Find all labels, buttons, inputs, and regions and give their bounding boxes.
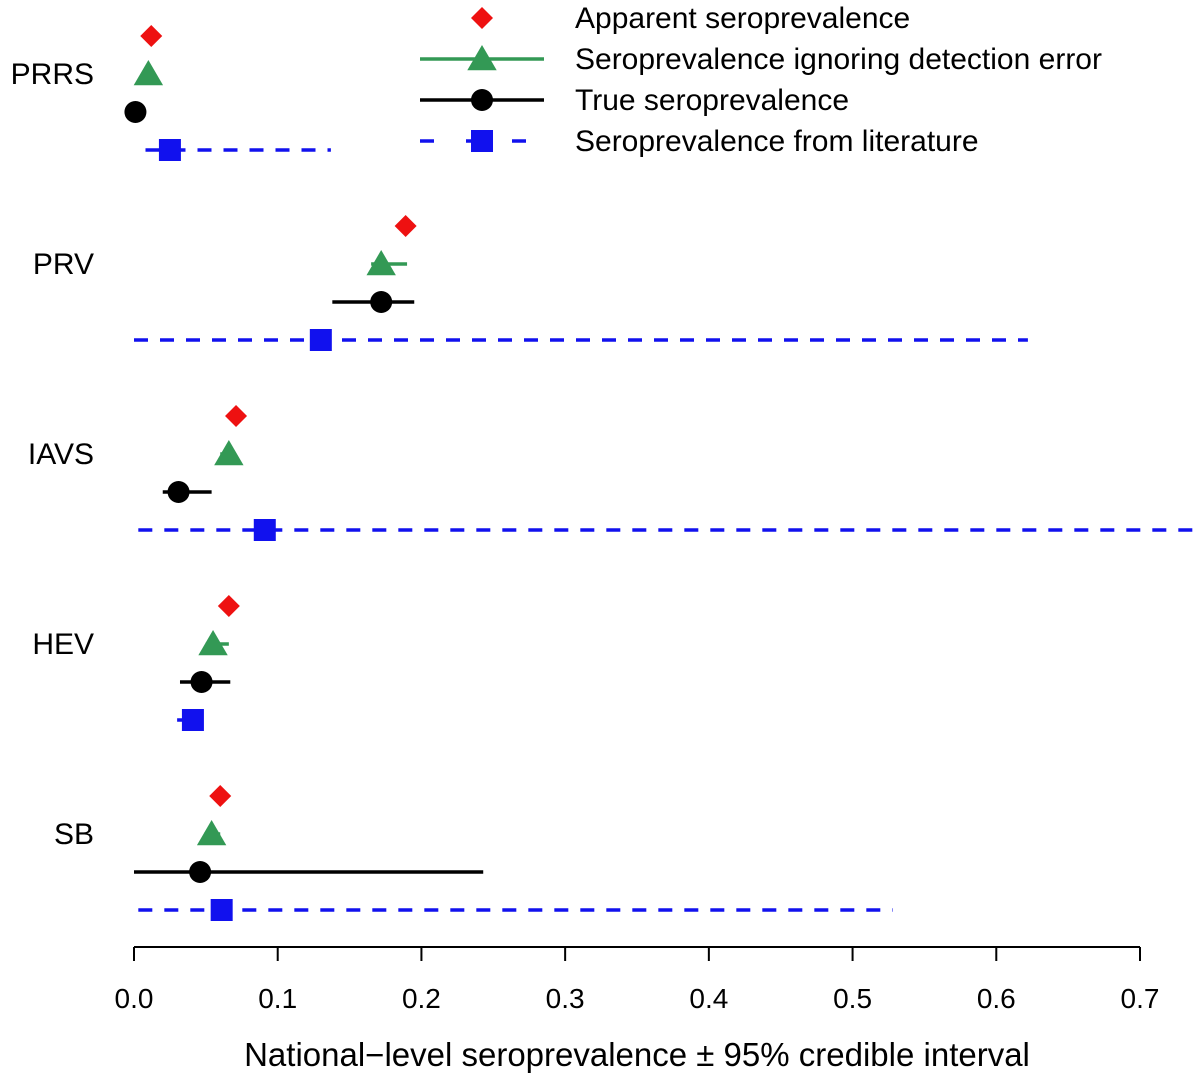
point-seroprevalence-from-literature-iavs bbox=[253, 519, 276, 541]
x-tick-label-0: 0.0 bbox=[115, 983, 154, 1014]
point-true-seroprevalence-prrs bbox=[124, 101, 147, 123]
x-tick-label-4: 0.4 bbox=[689, 983, 728, 1014]
legend: Apparent seroprevalence Seroprevalence ig… bbox=[420, 2, 1102, 158]
category-label-sb: SB bbox=[54, 818, 94, 851]
legend-marker-seroprevalence-ignoring-detection-error bbox=[467, 45, 497, 71]
point-apparent-seroprevalence-prv bbox=[394, 215, 417, 237]
legend-label-true-seroprevalence: True seroprevalence bbox=[575, 84, 849, 117]
point-true-seroprevalence-prv bbox=[370, 291, 393, 313]
x-axis: 0.0 0.1 0.2 0.3 0.4 0.5 0.6 0.7 bbox=[115, 946, 1160, 1014]
point-apparent-seroprevalence-sb bbox=[209, 785, 232, 807]
point-seroprevalence-from-literature-hev bbox=[181, 709, 204, 731]
point-apparent-seroprevalence-hev bbox=[217, 595, 240, 617]
x-tick-label-6: 0.6 bbox=[977, 983, 1016, 1014]
point-true-seroprevalence-hev bbox=[190, 671, 213, 693]
data-layer bbox=[124, 25, 1198, 921]
point-seroprevalence-ignoring-detection-error-iavs bbox=[214, 440, 244, 466]
point-true-seroprevalence-sb bbox=[189, 861, 212, 883]
x-tick-label-1: 0.1 bbox=[258, 983, 297, 1014]
legend-marker-apparent-seroprevalence bbox=[471, 7, 493, 29]
point-seroprevalence-ignoring-detection-error-prrs bbox=[133, 60, 164, 86]
point-seroprevalence-ignoring-detection-error-hev bbox=[198, 630, 228, 656]
category-label-hev: HEV bbox=[32, 628, 94, 661]
point-seroprevalence-from-literature-sb bbox=[210, 899, 233, 921]
x-tick-label-3: 0.3 bbox=[546, 983, 585, 1014]
x-tick-label-5: 0.5 bbox=[833, 983, 872, 1014]
point-seroprevalence-from-literature-prrs bbox=[158, 139, 181, 161]
legend-label-apparent-seroprevalence: Apparent seroprevalence bbox=[575, 2, 910, 35]
x-tick-label-2: 0.2 bbox=[402, 983, 441, 1014]
point-apparent-seroprevalence-prrs bbox=[140, 25, 163, 47]
point-seroprevalence-ignoring-detection-error-sb bbox=[196, 820, 227, 846]
legend-label-seroprevalence-ignoring-detection-error: Seroprevalence ignoring detection error bbox=[575, 43, 1102, 76]
category-label-prrs: PRRS bbox=[11, 58, 94, 91]
category-label-prv: PRV bbox=[33, 248, 94, 281]
category-labels: PRRS PRV IAVS HEV SB bbox=[11, 58, 94, 851]
point-seroprevalence-ignoring-detection-error-prv bbox=[366, 250, 396, 276]
point-apparent-seroprevalence-iavs bbox=[225, 405, 248, 427]
category-label-iavs: IAVS bbox=[28, 438, 94, 471]
x-tick-label-7: 0.7 bbox=[1121, 983, 1160, 1014]
x-axis-title: National−level seroprevalence ± 95% cred… bbox=[244, 1036, 1030, 1073]
point-seroprevalence-from-literature-prv bbox=[309, 329, 332, 351]
legend-marker-true-seroprevalence bbox=[471, 89, 493, 111]
legend-label-seroprevalence-from-literature: Seroprevalence from literature bbox=[575, 125, 979, 158]
legend-marker-seroprevalence-from-literature bbox=[471, 130, 493, 152]
point-true-seroprevalence-iavs bbox=[167, 481, 190, 503]
